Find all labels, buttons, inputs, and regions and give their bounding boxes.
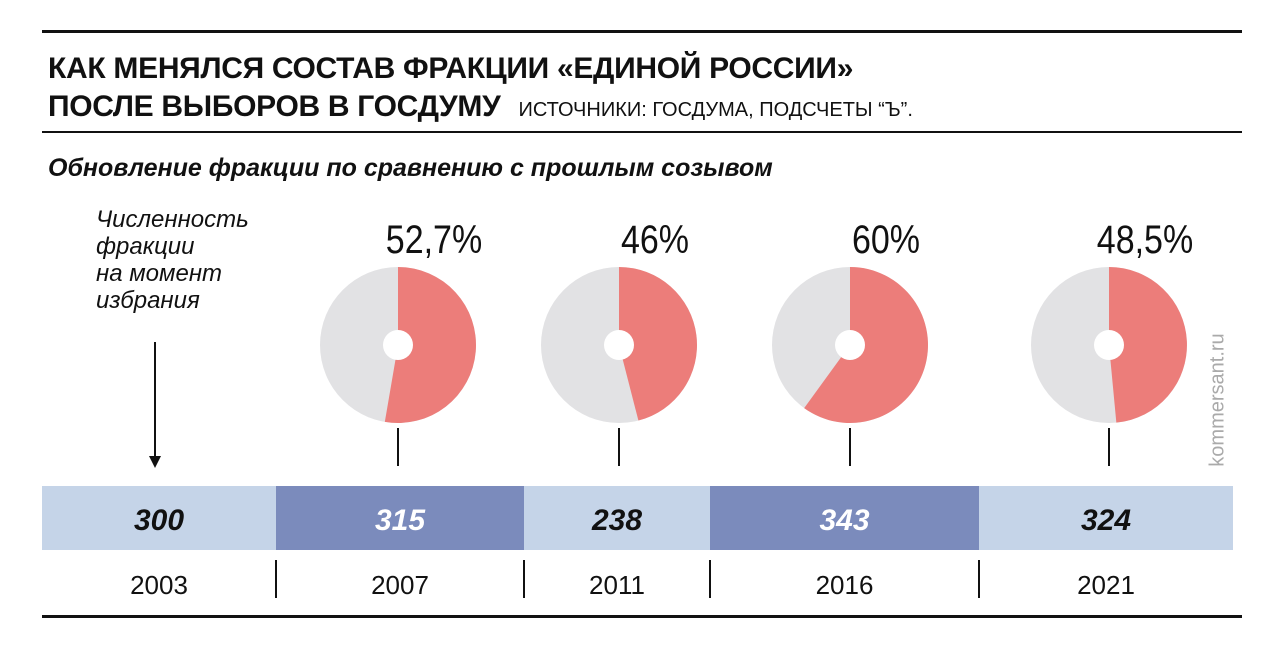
arrow-head-icon [149, 456, 161, 468]
band-segment [524, 486, 710, 550]
member-count-label: 324 [1081, 504, 1131, 537]
bottom-rule [42, 615, 1242, 618]
band-segment [42, 486, 276, 550]
chart-title-line-2-text: ПОСЛЕ ВЫБОРОВ В ГОСДУМУ [48, 90, 501, 123]
year-label: 2003 [130, 570, 188, 600]
pie-slice-renewed [384, 267, 477, 423]
size-note-line: фракции [96, 233, 195, 260]
size-note-line: Численность [96, 206, 249, 233]
renewal-percent-label: 60% [852, 216, 920, 261]
chart-subtitle: Обновление фракции по сравнению с прошлы… [48, 154, 773, 182]
band-segment [276, 486, 524, 550]
chart-title-line-2: ПОСЛЕ ВЫБОРОВ В ГОСДУМУ ИСТОЧНИКИ: ГОСДУМ… [48, 92, 913, 122]
pie-hole [1094, 330, 1124, 360]
size-note-line: на момент [96, 260, 223, 287]
band-segment [979, 486, 1233, 550]
band-segment [710, 486, 979, 550]
year-label: 2021 [1077, 570, 1135, 600]
chart-title-line-1: КАК МЕНЯЛСЯ СОСТАВ ФРАКЦИИ «ЕДИНОЙ РОССИ… [48, 52, 854, 85]
pie-slice-renewed [1109, 267, 1187, 423]
year-label: 2007 [371, 570, 429, 600]
year-label: 2011 [589, 570, 645, 600]
year-label: 2016 [816, 570, 874, 600]
renewal-percent-label: 52,7% [386, 216, 482, 261]
pie-hole [383, 330, 413, 360]
pie-slice-renewed [619, 267, 698, 421]
size-note: Численность фракции на момент избрания [96, 206, 249, 314]
member-count-label: 343 [819, 504, 869, 537]
renewal-percent-label: 48,5% [1097, 216, 1193, 261]
pie-slice-renewed [804, 267, 929, 423]
renewal-percent-label: 46% [621, 216, 689, 261]
top-rule [42, 30, 1242, 33]
member-count-label: 300 [134, 504, 184, 537]
size-note-line: избрания [96, 287, 200, 314]
header-divider [42, 131, 1242, 133]
pie-hole [604, 330, 634, 360]
pie-hole [835, 330, 865, 360]
member-count-label: 315 [375, 504, 426, 537]
member-count-label: 238 [591, 504, 642, 537]
source-note: ИСТОЧНИКИ: ГОСДУМА, ПОДСЧЕТЫ “Ъ”. [518, 99, 913, 121]
